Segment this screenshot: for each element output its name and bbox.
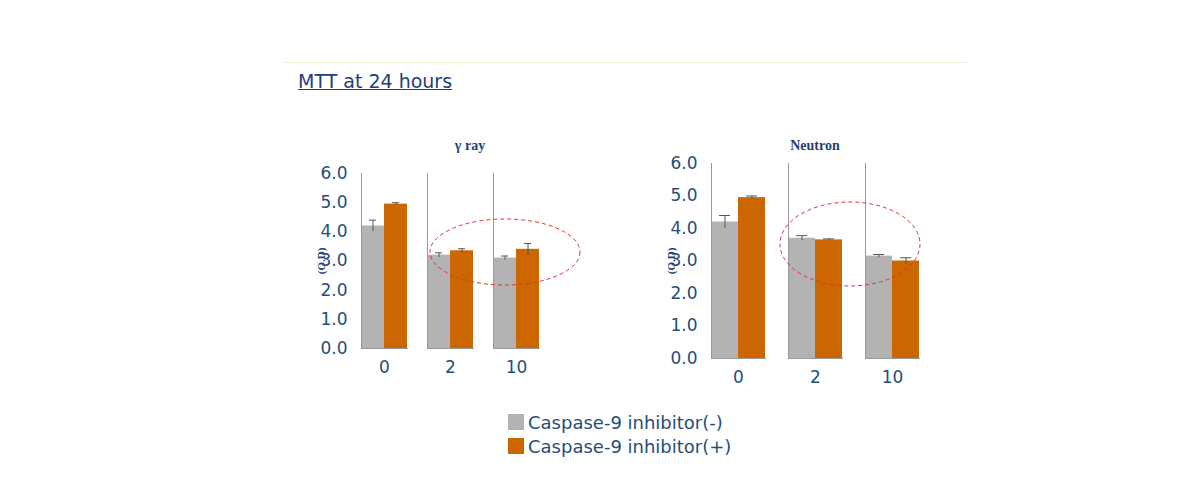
svg-text:6.0: 6.0: [670, 153, 697, 173]
svg-text:0.0: 0.0: [320, 338, 347, 358]
svg-text:(O.D): (O.D): [315, 247, 328, 274]
svg-text:0: 0: [379, 357, 390, 377]
svg-text:3.0: 3.0: [320, 250, 348, 271]
svg-text:2: 2: [810, 367, 821, 387]
svg-text:2.0: 2.0: [670, 283, 697, 303]
svg-text:10: 10: [506, 357, 528, 377]
svg-text:(O.D): (O.D): [665, 247, 678, 274]
html-text:Caspase-9 inhibitor(+): Caspase-9 inhibitor(+): [528, 435, 732, 457]
html-text:γ ray: γ ray: [454, 138, 486, 153]
svg-text:0: 0: [733, 367, 744, 387]
html-text:Neutron: Neutron: [790, 138, 840, 153]
svg-text:5.0: 5.0: [320, 192, 347, 212]
svg-text:6.0: 6.0: [320, 163, 347, 183]
svg-text:1.0: 1.0: [320, 309, 347, 329]
svg-text:4.0: 4.0: [670, 218, 697, 238]
html-text:MTT at 24 hours: MTT at 24 hours: [298, 70, 453, 92]
svg-text:2.0: 2.0: [320, 280, 347, 300]
svg-text:0.0: 0.0: [670, 348, 697, 368]
svg-text:1.0: 1.0: [670, 315, 697, 335]
html-text:Caspase-9 inhibitor(-): Caspase-9 inhibitor(-): [528, 411, 723, 433]
svg-text:2: 2: [445, 357, 456, 377]
svg-text:5.0: 5.0: [670, 185, 697, 205]
svg-text:10: 10: [882, 367, 904, 387]
svg-text:4.0: 4.0: [320, 221, 347, 241]
svg-text:3.0: 3.0: [670, 250, 698, 271]
